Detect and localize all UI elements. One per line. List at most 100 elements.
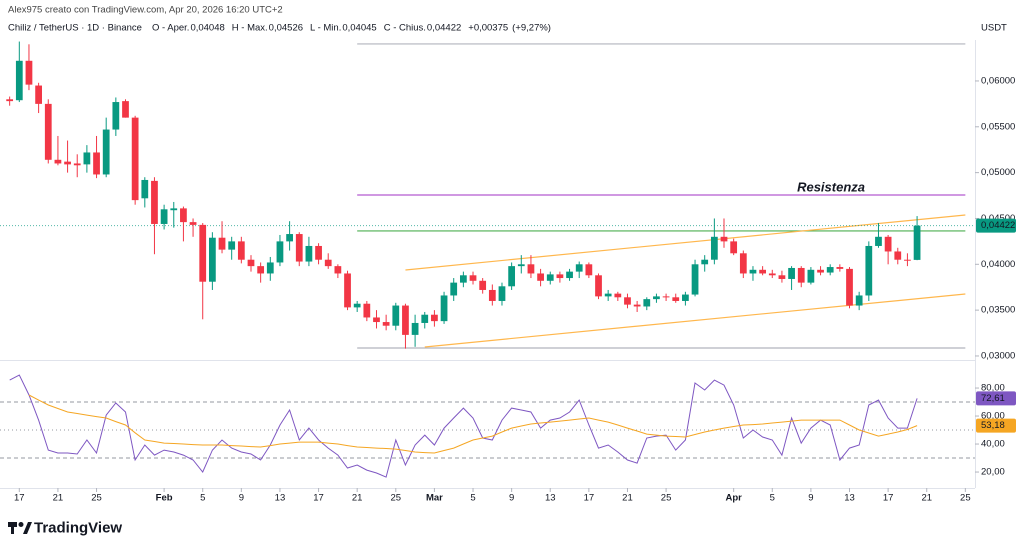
x-tick-label: 9 <box>808 493 813 504</box>
chart-title: Chiliz / TetherUS · 1D · Binance <box>8 23 142 34</box>
candle-body <box>913 225 921 260</box>
candle-body <box>807 269 815 283</box>
candle-body <box>846 268 853 306</box>
candle-body <box>421 314 429 323</box>
candle-body <box>624 297 631 305</box>
candle-body <box>373 317 380 323</box>
candle-body <box>508 266 516 287</box>
candle-body <box>653 296 660 300</box>
x-tick-label: 5 <box>200 493 205 504</box>
candle-body <box>759 269 767 274</box>
y-tick-label: 60,00 <box>981 411 1005 422</box>
brand: TradingView <box>34 519 122 536</box>
candle-body <box>836 267 844 269</box>
candle-body <box>788 267 795 279</box>
candle-body <box>112 102 120 130</box>
x-tick-label: 9 <box>239 493 244 504</box>
x-tick-label: 25 <box>661 493 672 504</box>
candle-body <box>402 305 409 335</box>
legend-change-percent: (+9,27%) <box>512 23 551 34</box>
y-tick-label: 0,03000 <box>981 350 1015 361</box>
candle-body <box>556 274 564 279</box>
candle-body <box>817 269 824 273</box>
candle-body <box>797 267 805 283</box>
candle-body <box>710 236 718 260</box>
candle-body <box>672 297 680 301</box>
candle-body <box>122 101 129 118</box>
x-tick-label: 21 <box>352 493 363 504</box>
candle-body <box>517 264 525 267</box>
drawing-label: Resistenza <box>797 179 865 194</box>
x-tick-label: 13 <box>275 493 286 504</box>
logo-mark <box>11 522 14 534</box>
candle-body <box>382 322 390 326</box>
legend-label: O - Aper. <box>152 23 190 34</box>
candle-body <box>768 273 776 276</box>
candle-body <box>527 264 535 274</box>
y-tick-label: 0,03500 <box>981 305 1015 316</box>
candle-body <box>459 275 467 283</box>
candle-body <box>54 159 62 164</box>
candle-body <box>266 262 274 274</box>
x-tick-label: 21 <box>53 493 64 504</box>
source-note: Alex975 creato con TradingView.com, Apr … <box>8 5 283 16</box>
candle-body <box>353 303 361 308</box>
y-tick-label: 0,05500 <box>981 121 1015 132</box>
x-tick-label: 25 <box>960 493 971 504</box>
legend-label: C - Chius. <box>384 23 426 34</box>
legend: Chiliz / TetherUS · 1D · Binance O - Aper… <box>8 23 551 34</box>
candle-body <box>855 295 863 306</box>
legend-value: 0,04048 <box>190 23 224 34</box>
candle-body <box>295 234 303 262</box>
legend-value: 0,04045 <box>342 23 376 34</box>
brand-logo: TradingView <box>8 519 122 536</box>
last-price-label-box <box>976 218 1016 233</box>
candle-body <box>305 245 313 262</box>
candle-body <box>537 273 544 281</box>
candle-body <box>160 209 168 224</box>
y-tick-label: 40,00 <box>981 439 1005 450</box>
candle-body <box>199 224 207 282</box>
candle-body <box>469 275 477 281</box>
candle-body <box>894 251 902 260</box>
candle-body <box>411 322 419 335</box>
candle-body <box>15 60 23 101</box>
unit: USDT <box>981 23 1007 34</box>
x-tick-label: Feb <box>156 493 173 504</box>
candle-body <box>739 253 747 274</box>
x-tick-label: 17 <box>313 493 324 504</box>
x-tick-label: 17 <box>883 493 894 504</box>
candle-body <box>691 264 699 295</box>
x-tick-label: Apr <box>725 493 742 504</box>
candle-body <box>237 241 245 260</box>
candle-body <box>566 271 573 279</box>
legend-value: 0,04526 <box>269 23 303 34</box>
candle-body <box>131 117 139 201</box>
x-tick-label: 21 <box>921 493 932 504</box>
candle-body <box>208 237 216 282</box>
logo-mark <box>18 522 24 527</box>
candle-body <box>73 163 81 166</box>
candle-body <box>324 259 332 267</box>
candle-body <box>884 236 892 252</box>
x-tick-label: 25 <box>91 493 102 504</box>
rsi-last-label: 53,18 <box>981 420 1005 431</box>
candle-body <box>392 305 400 326</box>
x-tick-label: 13 <box>844 493 855 504</box>
candle-body <box>189 222 197 225</box>
legend-label: L - Min. <box>310 23 341 34</box>
candle-body <box>749 269 757 274</box>
candle-body <box>64 161 71 165</box>
candle-body <box>286 234 293 242</box>
candle-body <box>904 259 911 261</box>
legend-value: 0,04422 <box>427 23 461 34</box>
x-tick-label: 21 <box>622 493 633 504</box>
y-tick-label: 0,04500 <box>981 213 1015 224</box>
candle-body <box>431 314 438 322</box>
candle-body <box>102 129 110 175</box>
candle-body <box>440 295 448 322</box>
candle-body <box>276 241 284 263</box>
candle-body <box>614 293 622 298</box>
